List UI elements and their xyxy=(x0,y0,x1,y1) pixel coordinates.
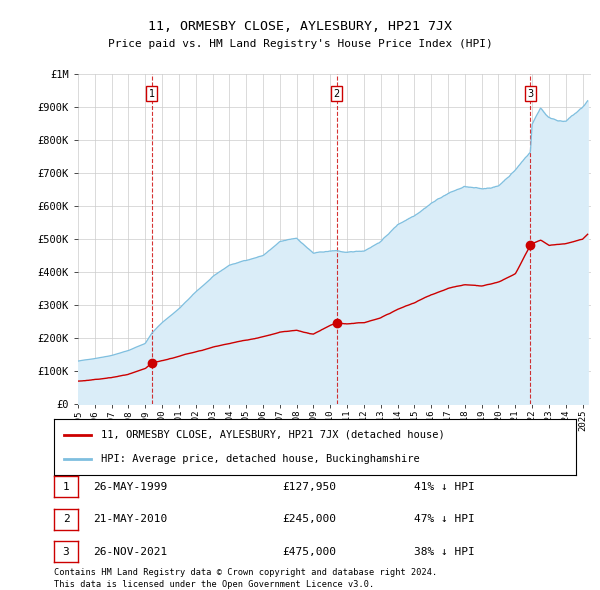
Text: 26-NOV-2021: 26-NOV-2021 xyxy=(93,547,167,556)
Text: Price paid vs. HM Land Registry's House Price Index (HPI): Price paid vs. HM Land Registry's House … xyxy=(107,40,493,49)
Text: 2: 2 xyxy=(334,88,340,99)
Text: 2: 2 xyxy=(62,514,70,524)
Text: 21-MAY-2010: 21-MAY-2010 xyxy=(93,514,167,524)
Text: 38% ↓ HPI: 38% ↓ HPI xyxy=(414,547,475,556)
Text: 47% ↓ HPI: 47% ↓ HPI xyxy=(414,514,475,524)
Text: 26-MAY-1999: 26-MAY-1999 xyxy=(93,482,167,491)
Text: 1: 1 xyxy=(149,88,155,99)
Text: £245,000: £245,000 xyxy=(282,514,336,524)
Text: 11, ORMESBY CLOSE, AYLESBURY, HP21 7JX (detached house): 11, ORMESBY CLOSE, AYLESBURY, HP21 7JX (… xyxy=(101,430,445,440)
Text: 41% ↓ HPI: 41% ↓ HPI xyxy=(414,482,475,491)
Text: HPI: Average price, detached house, Buckinghamshire: HPI: Average price, detached house, Buck… xyxy=(101,454,420,464)
Text: 3: 3 xyxy=(62,547,70,556)
Text: This data is licensed under the Open Government Licence v3.0.: This data is licensed under the Open Gov… xyxy=(54,579,374,589)
Text: Contains HM Land Registry data © Crown copyright and database right 2024.: Contains HM Land Registry data © Crown c… xyxy=(54,568,437,577)
Text: 1: 1 xyxy=(62,482,70,491)
Text: 11, ORMESBY CLOSE, AYLESBURY, HP21 7JX: 11, ORMESBY CLOSE, AYLESBURY, HP21 7JX xyxy=(148,20,452,33)
Text: 3: 3 xyxy=(527,88,533,99)
Text: £127,950: £127,950 xyxy=(282,482,336,491)
Text: £475,000: £475,000 xyxy=(282,547,336,556)
